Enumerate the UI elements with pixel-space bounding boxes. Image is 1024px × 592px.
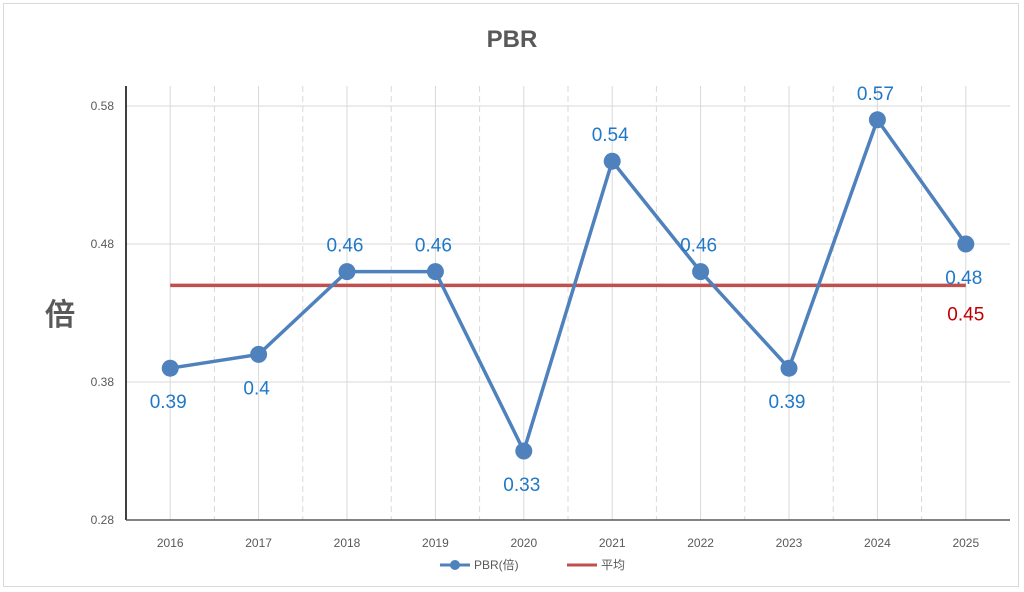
data-label: 0.57 [857,84,894,105]
y-tick-label: 0.58 [91,99,115,113]
data-label: 0.39 [150,392,187,413]
x-tick-label: 2023 [776,536,803,550]
pbr-marker [426,263,444,281]
y-tick-label: 0.38 [91,375,115,389]
x-tick-label: 2017 [245,536,272,550]
pbr-marker [250,345,268,363]
data-label: 0.46 [327,236,364,257]
pbr-marker [780,359,798,377]
legend-pbr-label: PBR(倍) [474,557,519,572]
pbr-marker [868,111,886,129]
y-axis-label: 倍 [45,298,75,332]
chart-frame [3,3,1019,587]
pbr-marker [161,359,179,377]
data-label: 0.46 [680,236,717,257]
legend-pbr-marker [450,560,460,570]
pbr-marker [603,152,621,170]
x-tick-label: 2021 [599,536,626,550]
pbr-line [169,118,968,453]
x-tick-label: 2022 [687,536,714,550]
pbr-marker [957,235,975,253]
x-tick-label: 2024 [864,536,891,550]
pbr-marker [338,263,356,281]
y-tick-label: 0.48 [91,237,115,251]
pbr-marker [515,442,533,460]
data-label: 0.48 [945,268,982,289]
x-tick-label: 2018 [334,536,361,550]
data-label: 0.39 [769,392,806,413]
legend-average-label: 平均 [601,558,625,572]
x-tick-label: 2016 [157,536,184,550]
data-label: 0.54 [592,125,629,146]
data-label: 0.4 [243,378,270,399]
data-label: 0.33 [503,475,540,496]
average-label: 0.45 [947,304,984,325]
x-tick-label: 2020 [510,536,537,550]
pbr-marker [692,263,710,281]
x-tick-label: 2025 [952,536,979,550]
x-tick-label: 2019 [422,536,449,550]
y-tick-label: 0.28 [91,513,115,527]
legend: PBR(倍) 平均 [440,557,625,572]
chart-title: PBR [487,26,538,53]
data-label: 0.46 [415,236,452,257]
